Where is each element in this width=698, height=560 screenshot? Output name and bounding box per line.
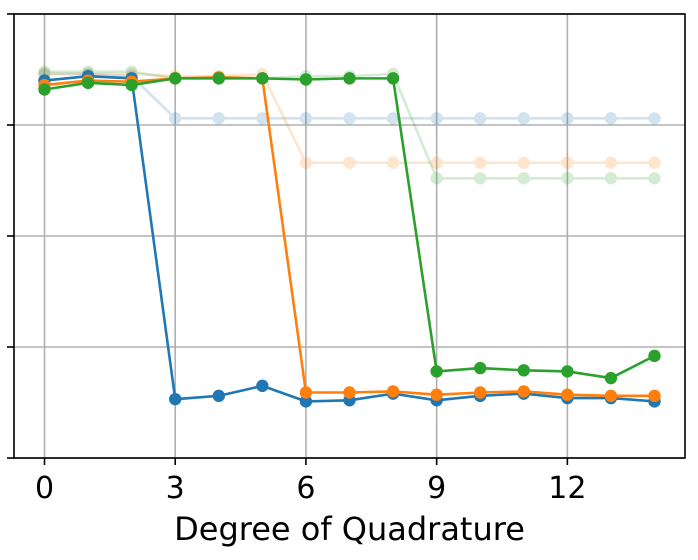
data-point [343,386,356,399]
data-point [474,156,487,169]
data-point [256,379,269,393]
data-point [256,112,269,125]
data-point [517,364,530,377]
data-point [299,156,313,169]
x-tick-label: 9 [427,471,446,506]
data-point [517,112,530,125]
data-point [430,388,443,401]
data-point [299,73,313,86]
data-point [169,112,182,125]
data-point [343,156,356,169]
series-layer [38,65,661,408]
data-point [299,112,313,125]
x-tick-label: 3 [166,471,185,506]
data-point [386,112,400,125]
data-point [561,112,574,125]
data-point [299,395,313,408]
data-point [604,371,618,385]
data-point [169,392,182,406]
data-point [474,386,487,399]
data-point [474,172,487,185]
data-point [386,156,400,169]
data-point [648,156,661,169]
data-point [212,72,225,85]
data-point [343,112,356,125]
series-line [44,72,655,165]
data-point [561,365,574,378]
data-point [604,389,618,403]
data-point [212,389,225,403]
data-point [430,112,443,125]
x-tick-label: 6 [296,471,315,506]
data-point [517,385,530,398]
x-tick-label: 0 [35,471,54,506]
data-point [38,65,51,78]
data-point [430,156,443,169]
data-point [604,172,618,185]
series-6 [38,72,661,385]
data-point [648,112,661,125]
data-point [386,72,400,85]
x-axis-label: Degree of Quadrature [174,510,525,548]
series-line [44,72,655,120]
data-point [561,156,574,169]
data-point [125,78,138,92]
data-point [430,365,443,378]
x-tick-label: 12 [548,471,586,506]
x-ticks: 0 3 6 9 12 [7,13,586,506]
data-point [648,389,661,403]
data-point [38,83,51,96]
data-point [474,112,487,125]
data-point [474,361,487,375]
data-point [212,112,225,125]
data-point [561,388,574,401]
data-point [169,72,182,85]
data-point [256,72,269,85]
data-point [299,386,313,399]
data-point [604,156,618,169]
data-point [517,172,530,185]
data-point [648,172,661,185]
data-point [561,172,574,185]
data-point [386,385,400,398]
data-point [81,76,95,90]
data-point [430,172,443,185]
data-point [648,349,661,363]
data-point [343,72,356,85]
data-point [604,112,618,125]
data-point [517,156,530,169]
